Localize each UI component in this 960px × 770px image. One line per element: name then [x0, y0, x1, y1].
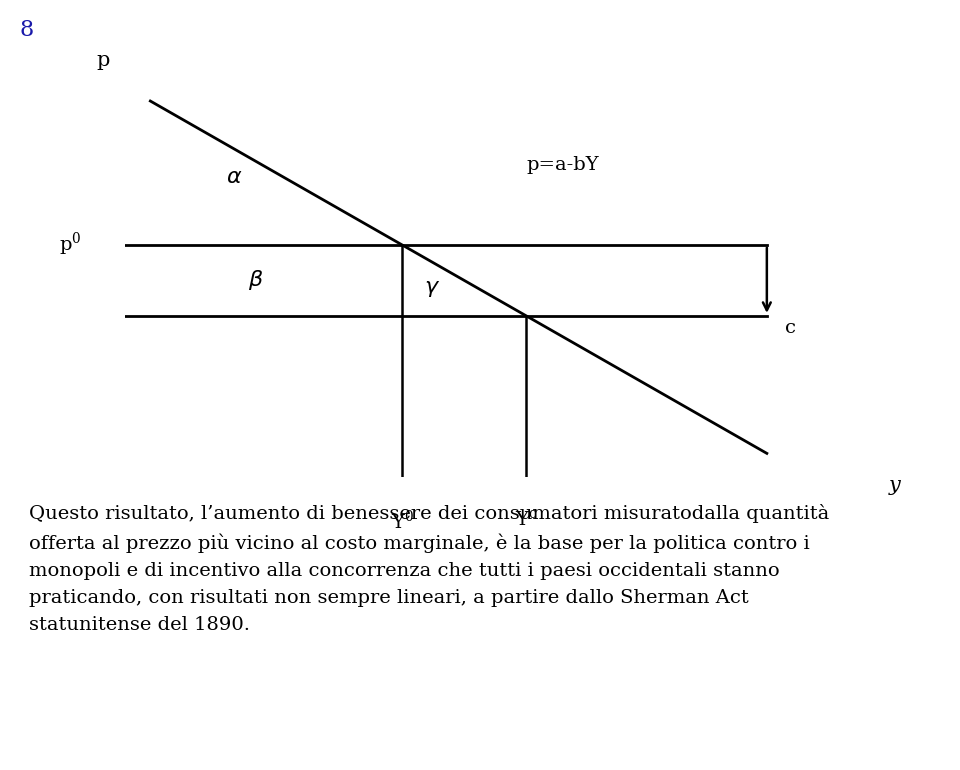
Text: c: c	[785, 319, 796, 336]
Text: p=a-bY: p=a-bY	[526, 156, 599, 174]
Text: $\alpha$: $\alpha$	[226, 166, 243, 188]
Text: $\mathregular{Y^0}$: $\mathregular{Y^0}$	[391, 510, 414, 533]
Text: $\beta$: $\beta$	[249, 268, 264, 293]
Text: p: p	[96, 52, 109, 71]
Text: y: y	[889, 476, 900, 495]
Text: $\mathregular{p^0}$: $\mathregular{p^0}$	[59, 231, 81, 259]
Text: 8: 8	[19, 19, 34, 42]
Text: Questo risultato, l’aumento di benessere dei consumatori misuratodalla quantità
: Questo risultato, l’aumento di benessere…	[29, 504, 829, 634]
Text: $\mathregular{Y^c}$: $\mathregular{Y^c}$	[515, 510, 538, 530]
Text: $\gamma$: $\gamma$	[424, 277, 440, 300]
